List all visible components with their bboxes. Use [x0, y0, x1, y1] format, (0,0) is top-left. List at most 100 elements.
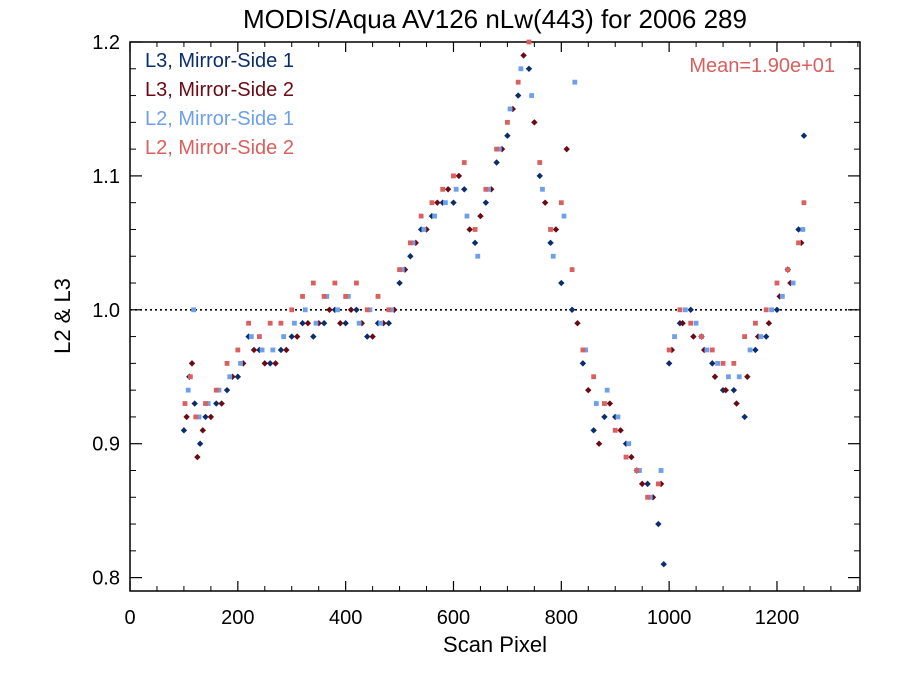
data-point	[288, 333, 295, 340]
data-point	[310, 280, 316, 286]
data-point	[790, 280, 796, 286]
data-point	[660, 561, 667, 568]
data-point	[774, 280, 780, 286]
data-point	[672, 334, 677, 339]
legend-entry: L3, Mirror-Side 1	[145, 50, 294, 72]
data-point	[626, 441, 632, 447]
data-point	[606, 400, 614, 407]
data-point	[722, 386, 729, 394]
data-point	[183, 413, 190, 421]
data-point	[375, 294, 381, 299]
data-point	[246, 320, 252, 326]
data-point	[602, 401, 607, 406]
data-point	[313, 320, 319, 326]
data-point	[202, 413, 209, 421]
data-point	[800, 227, 806, 232]
data-point	[785, 267, 791, 273]
data-point	[356, 320, 362, 326]
data-point	[385, 319, 392, 327]
data-point	[617, 427, 624, 434]
data-point	[207, 413, 215, 421]
data-point	[529, 93, 535, 98]
data-point	[292, 320, 297, 326]
data-point	[203, 401, 208, 406]
data-point	[720, 360, 726, 366]
data-point	[440, 186, 446, 192]
data-point	[548, 227, 553, 232]
data-point	[758, 334, 764, 339]
data-point	[687, 306, 694, 314]
data-point	[525, 65, 533, 72]
data-point	[310, 333, 317, 340]
data-point	[418, 213, 424, 219]
data-point	[628, 453, 635, 461]
data-point	[540, 186, 545, 192]
data-point	[765, 319, 773, 327]
y-tick-label: 0.9	[92, 434, 120, 456]
data-point	[585, 386, 592, 394]
data-point	[762, 333, 770, 340]
data-point	[537, 160, 543, 165]
data-point	[615, 414, 621, 420]
data-point	[568, 306, 576, 314]
data-point	[747, 347, 753, 353]
data-point	[407, 240, 413, 246]
data-point	[386, 307, 392, 313]
data-point	[601, 413, 608, 421]
data-point	[688, 320, 694, 326]
data-point	[267, 320, 273, 326]
data-point	[397, 267, 402, 273]
x-tick-label: 1000	[647, 607, 692, 629]
data-point	[572, 79, 578, 85]
data-point	[773, 306, 781, 314]
data-point	[604, 387, 610, 393]
data-point	[475, 253, 481, 259]
data-point	[507, 106, 513, 112]
data-point	[682, 307, 688, 313]
data-point	[180, 427, 188, 434]
data-point	[364, 307, 370, 313]
data-point	[444, 186, 452, 193]
data-point	[439, 199, 446, 206]
data-point	[666, 347, 672, 353]
data-point	[461, 186, 468, 193]
data-point	[569, 267, 575, 273]
data-point	[205, 401, 211, 406]
data-point	[741, 413, 748, 421]
data-point	[590, 427, 597, 434]
data-point	[677, 307, 683, 313]
data-point	[644, 480, 651, 488]
data-point	[248, 334, 254, 339]
data-point	[472, 227, 478, 232]
data-point	[396, 279, 403, 287]
y-axis-ticks: 0.8 0.9 1.0 1.1 1.2	[92, 32, 860, 590]
data-point	[293, 333, 301, 340]
data-point	[579, 360, 587, 367]
data-point	[690, 333, 697, 340]
data-point	[299, 319, 306, 327]
data-point	[800, 132, 808, 139]
data-point	[266, 360, 274, 367]
data-point	[185, 387, 191, 393]
data-point	[261, 360, 268, 367]
data-point	[637, 468, 642, 473]
data-point	[191, 307, 197, 313]
data-point	[345, 294, 351, 299]
data-point	[235, 347, 241, 353]
data-point	[196, 414, 202, 420]
data-point	[364, 333, 371, 340]
data-point	[536, 172, 543, 180]
y-tick-label: 1.2	[92, 32, 120, 54]
data-point	[763, 307, 769, 313]
data-point	[509, 105, 516, 113]
data-point	[289, 307, 295, 313]
data-point	[450, 199, 457, 206]
data-point	[182, 401, 188, 406]
data-point	[193, 414, 199, 420]
data-point	[753, 320, 758, 326]
data-point	[326, 306, 333, 314]
legend: L3, Mirror-Side 1 L3, Mirror-Side 2 L2, Mi…	[145, 50, 294, 159]
data-point	[623, 454, 629, 460]
